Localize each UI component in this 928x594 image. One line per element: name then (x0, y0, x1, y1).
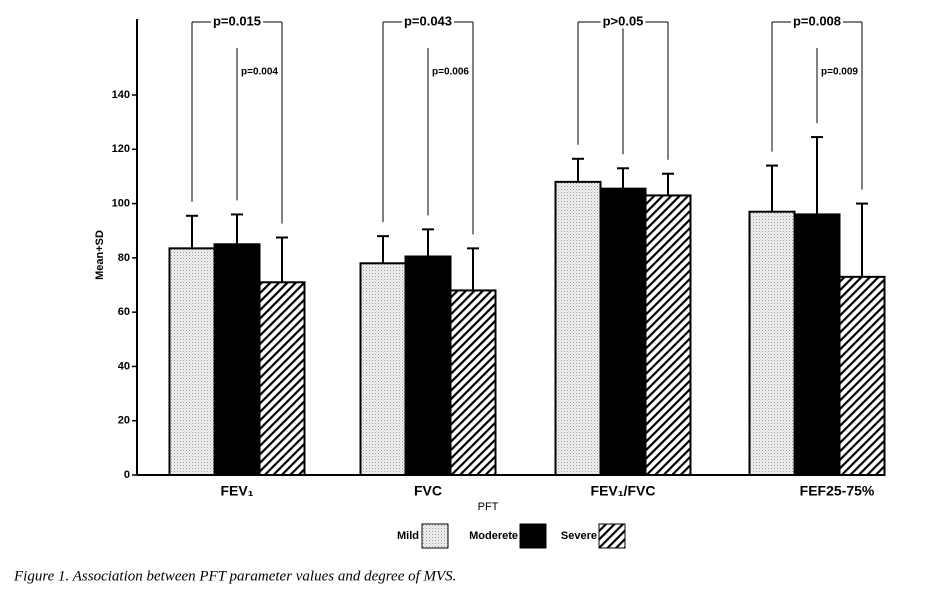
y-axis-label: Mean+SD (94, 230, 106, 280)
legend-label: Mild (397, 530, 419, 542)
y-tick-label: 0 (124, 469, 130, 481)
bar (748, 210, 796, 476)
legend-swatch (421, 523, 449, 549)
y-tick-label: 140 (112, 89, 130, 101)
p-value: p=0.009 (821, 67, 858, 78)
bar (359, 262, 407, 476)
x-axis-label: PFT (478, 501, 499, 513)
p-value: p=0.004 (241, 67, 278, 78)
bar (599, 187, 647, 476)
p-value: p=0.008 (793, 13, 841, 28)
x-tick-label: FEV₁ (220, 483, 253, 499)
x-tick-label: FEF25-75% (800, 483, 875, 499)
y-tick-label: 40 (118, 360, 130, 372)
p-value: p>0.05 (603, 13, 644, 28)
bar (449, 289, 497, 476)
bar (213, 243, 261, 476)
legend-label: Moderete (469, 530, 518, 542)
legend-label: Severe (561, 530, 597, 542)
x-tick-label: FEV₁/FVC (591, 483, 656, 499)
legend-swatch (598, 523, 626, 549)
bar (554, 180, 602, 476)
y-tick-label: 120 (112, 143, 130, 155)
caption: Figure 1. Association between PFT parame… (13, 568, 456, 584)
p-value-bg (600, 13, 646, 29)
bar (644, 194, 692, 477)
p-value-bg (210, 13, 264, 29)
y-tick-label: 60 (118, 306, 130, 318)
p-value: p=0.015 (213, 13, 261, 28)
bar (258, 281, 306, 476)
bar (404, 255, 452, 476)
y-tick-label: 80 (118, 252, 130, 264)
p-value-bg (401, 13, 455, 29)
y-tick-label: 100 (112, 197, 130, 209)
p-value: p=0.043 (404, 13, 452, 28)
p-value-bg (790, 13, 844, 29)
p-value: p=0.006 (432, 67, 469, 78)
p-value-bg (819, 66, 861, 78)
y-tick-label: 20 (118, 415, 130, 427)
x-tick-label: FVC (414, 483, 442, 499)
bar (168, 247, 216, 476)
legend-swatch (519, 523, 547, 549)
p-value-bg (430, 66, 472, 78)
bar (793, 213, 841, 477)
p-value-bg (239, 66, 281, 78)
bar (838, 275, 886, 476)
